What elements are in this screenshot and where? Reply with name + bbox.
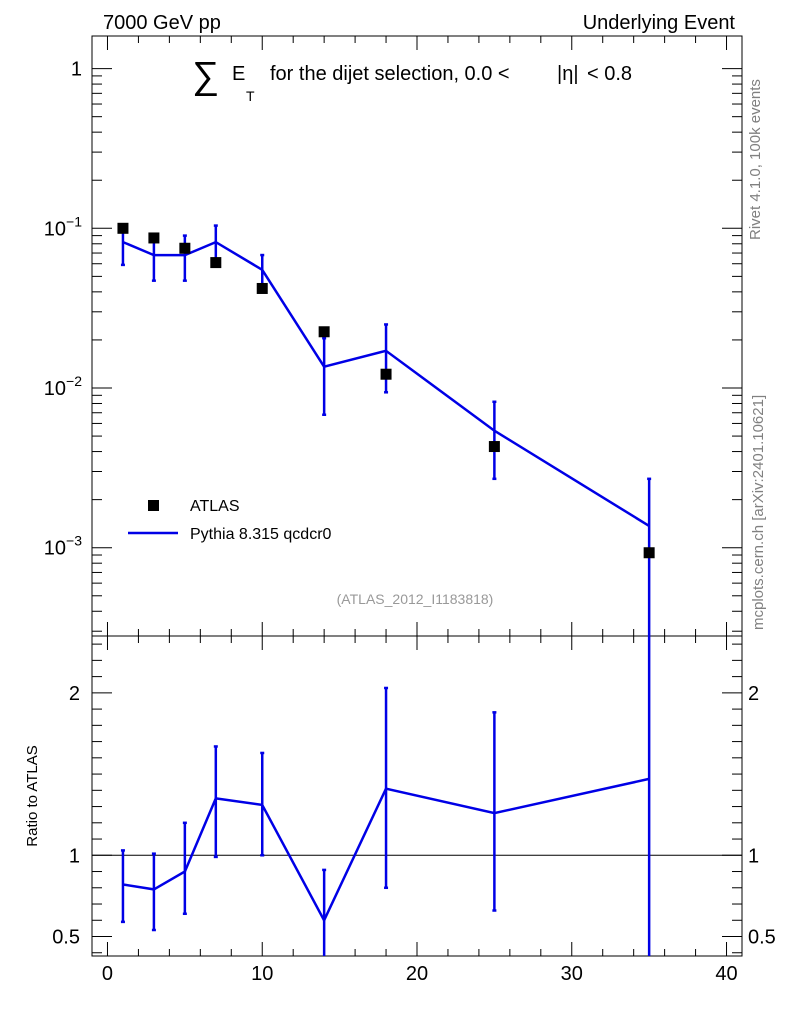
ratio-y-tick-label-right: 1 [748, 845, 759, 867]
x-tick-label: 30 [561, 963, 583, 985]
ratio-y-tick-label-left: 0.5 [52, 927, 80, 949]
ratio-error-bars [120, 636, 651, 956]
atlas-marker [256, 282, 268, 294]
ratio-axis-ticks [92, 636, 742, 956]
x-tick-label: 40 [715, 963, 737, 985]
legend-atlas-marker [148, 500, 159, 511]
title-eta: |η| [557, 63, 579, 85]
ratio-y-tick-label-right: 2 [748, 683, 759, 705]
tick-exponent: −2 [66, 373, 82, 389]
header-left: 7000 GeV pp [103, 12, 221, 34]
atlas-marker [380, 368, 392, 380]
tick-exponent: −3 [66, 533, 82, 549]
ratio-line [122, 777, 650, 924]
x-tick-labels: 0 10 20 30 40 [102, 963, 738, 985]
atlas-marker [488, 441, 500, 453]
title-variable: E [232, 63, 245, 85]
legend-mc-label: Pythia 8.315 qcdcr0 [190, 526, 332, 543]
main-y-tick-label: 10−1 [44, 213, 82, 240]
atlas-marker [148, 232, 160, 244]
main-y-tick-label: 1 [71, 59, 82, 81]
x-tick-label: 20 [406, 963, 428, 985]
ratio-y-tick-labels-right: 0.5 1 2 [748, 683, 776, 949]
header-right: Underlying Event [583, 12, 736, 34]
main-axis-ticks [92, 36, 742, 636]
legend: ATLAS Pythia 8.315 qcdcr0 [128, 498, 332, 543]
title-end: < 0.8 [587, 63, 632, 85]
rivet-label: Rivet 4.1.0, 100k events [747, 79, 764, 240]
atlas-marker [179, 242, 191, 254]
main-frame [91, 35, 743, 637]
main-y-tick-labels: 1 10−1 10−2 10−3 [44, 59, 82, 560]
title-text: for the dijet selection, 0.0 < [270, 63, 510, 85]
main-y-tick-label: 10−2 [44, 373, 82, 400]
x-tick-label: 0 [102, 963, 113, 985]
mcplots-label: mcplots.cern.ch [arXiv:2401.10621] [750, 395, 767, 630]
mc-line [122, 240, 650, 527]
ratio-y-tick-labels-left: 0.5 1 2 [52, 683, 80, 949]
atlas-marker [318, 326, 330, 338]
tick-exponent: −1 [66, 213, 82, 229]
ratio-y-tick-label-right: 0.5 [748, 927, 776, 949]
x-tick-label: 10 [251, 963, 273, 985]
atlas-marker [210, 257, 222, 269]
main-title: ∑ E T for the dijet selection, 0.0 < |η|… [192, 55, 632, 104]
title-sum-symbol: ∑ [192, 55, 219, 97]
ratio-y-tick-label-left: 2 [69, 683, 80, 705]
atlas-marker [117, 222, 129, 234]
legend-atlas-label: ATLAS [190, 498, 240, 515]
ratio-y-tick-label-left: 1 [69, 845, 80, 867]
main-y-tick-label: 10−3 [44, 533, 82, 560]
atlas-marker [643, 547, 655, 559]
mc-error-bars [120, 224, 652, 636]
analysis-watermark: (ATLAS_2012_I1183818) [337, 591, 494, 607]
atlas-markers [117, 222, 655, 559]
title-subscript: T [246, 88, 255, 104]
ratio-ylabel: Ratio to ATLAS [24, 745, 41, 846]
